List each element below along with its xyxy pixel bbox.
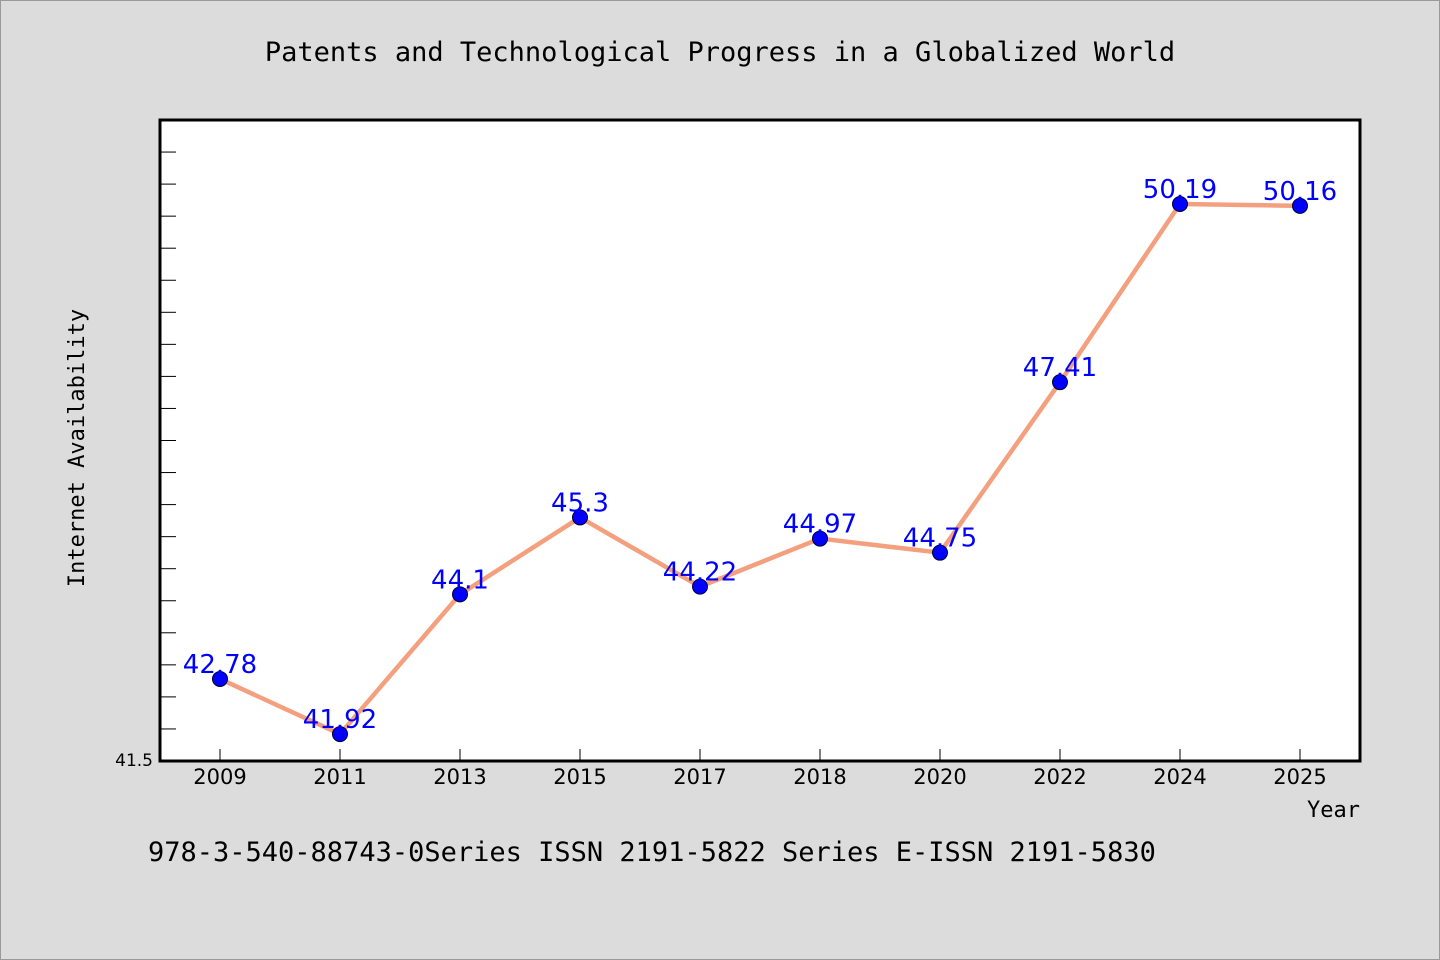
x-tick-label: 2017 bbox=[673, 765, 726, 789]
data-point bbox=[932, 544, 948, 561]
series-line bbox=[217, 201, 1303, 737]
chart-title: Patents and Technological Progress in a … bbox=[265, 37, 1175, 68]
data-point bbox=[572, 509, 588, 526]
x-axis-ticks: 2009 2011 2013 2015 2017 2018 2020 2022 2024 2025 bbox=[193, 749, 1327, 789]
footer-isbn-text: 978-3-540-88743-0Series ISSN 2191-5822 S… bbox=[148, 837, 1156, 868]
x-tick-label: 2022 bbox=[1033, 765, 1086, 789]
data-label: 44.1 bbox=[431, 565, 489, 595]
x-axis-label: Year bbox=[1307, 798, 1360, 823]
data-point bbox=[692, 578, 708, 595]
data-label: 45.3 bbox=[551, 488, 609, 518]
x-tick-label: 2024 bbox=[1153, 765, 1206, 789]
data-label: 41.92 bbox=[303, 705, 377, 735]
y-axis-label: Internet Availability bbox=[65, 309, 90, 587]
x-tick-label: 2015 bbox=[553, 765, 606, 789]
y-axis-ticks bbox=[160, 119, 176, 762]
x-tick-label: 2025 bbox=[1273, 765, 1326, 789]
data-point bbox=[812, 530, 828, 547]
data-label: 44.75 bbox=[903, 524, 977, 554]
x-tick-label: 2018 bbox=[793, 765, 846, 789]
data-point bbox=[1052, 374, 1068, 391]
x-tick-label: 2020 bbox=[913, 765, 966, 789]
data-point bbox=[452, 586, 468, 603]
data-label: 47.41 bbox=[1023, 353, 1097, 383]
plot-area bbox=[158, 118, 1362, 763]
data-label: 42.78 bbox=[183, 650, 257, 680]
x-tick-label: 2013 bbox=[433, 765, 486, 789]
data-label: 50.19 bbox=[1143, 175, 1217, 205]
series-group: 42.78 41.92 44.1 45.3 44.22 44.97 44.75 47.41 50… bbox=[183, 175, 1337, 743]
data-label: 44.22 bbox=[663, 558, 737, 588]
data-point bbox=[1292, 197, 1308, 214]
y-axis-min-label: 41.5 bbox=[115, 751, 153, 771]
data-label: 50.16 bbox=[1263, 177, 1337, 207]
data-point bbox=[1172, 195, 1188, 212]
data-point bbox=[212, 670, 228, 687]
x-tick-label: 2011 bbox=[313, 765, 366, 789]
data-point bbox=[332, 726, 348, 743]
data-label: 44.97 bbox=[783, 510, 857, 540]
x-tick-label: 2009 bbox=[193, 765, 246, 789]
